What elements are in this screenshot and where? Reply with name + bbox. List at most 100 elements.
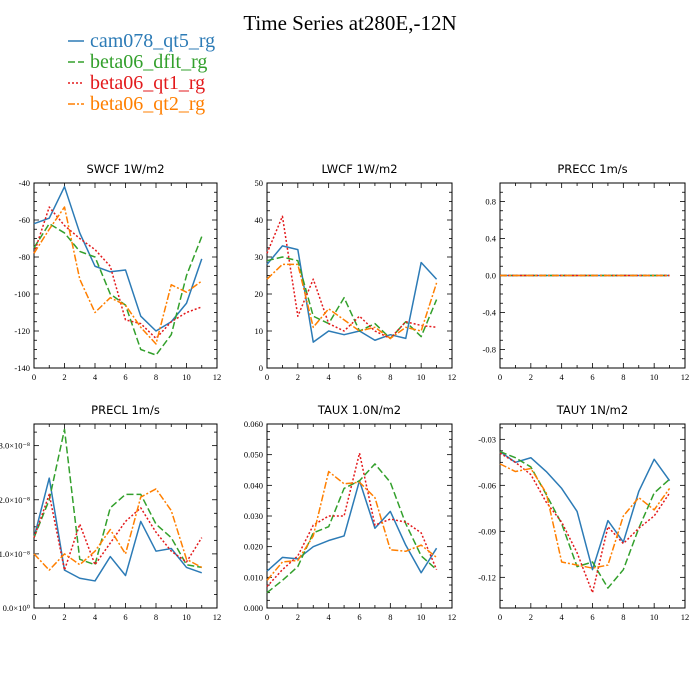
series-line	[266, 470, 438, 581]
y-tick-label: 20	[255, 289, 264, 299]
x-tick-label: 0	[498, 612, 502, 622]
series-line	[499, 450, 671, 589]
legend-label: beta06_qt2_rg	[90, 93, 205, 115]
y-tick-label: 10	[255, 326, 264, 336]
series-line	[33, 493, 203, 571]
y-tick-label: -40	[19, 178, 30, 188]
legend: cam078_qt5_rgbeta06_dflt_rgbeta06_qt1_rg…	[68, 30, 215, 115]
x-tick-label: 4	[327, 372, 332, 382]
legend-label: beta06_dflt_rg	[90, 51, 207, 73]
x-tick-label: 4	[93, 612, 98, 622]
y-tick-label: 50	[255, 178, 264, 188]
series-line	[499, 452, 671, 594]
figure-title: Time Series at280E,-12N	[243, 11, 456, 35]
x-tick-label: 8	[388, 612, 392, 622]
chart-panel: TAUY 1N/m2 0 2 4 6 8 10 12 -0.12 -0.09 -0.06 -0.03	[478, 403, 689, 622]
x-tick-label: 8	[154, 372, 158, 382]
series-line	[266, 245, 438, 343]
x-tick-label: 2	[529, 612, 533, 622]
panels: SWCF 1W/m2 0 2 4 6 8 10 12 -140 -120 -100 -80 -60 -40…	[0, 162, 689, 622]
x-tick-label: 8	[388, 372, 392, 382]
y-tick-label: -0.09	[478, 526, 496, 536]
chart-panel: PRECC 1m/s 0 2 4 6 8 10 12 -0.8 -0.4 0.0 0.4 0.8	[483, 162, 690, 382]
panel-title: TAUY 1N/m2	[556, 403, 628, 417]
x-tick-label: 12	[681, 372, 690, 382]
x-tick-label: 10	[417, 372, 426, 382]
series-line	[33, 222, 203, 356]
y-tick-label: -140	[14, 363, 30, 373]
x-tick-label: 0	[265, 612, 269, 622]
series-line	[266, 256, 438, 340]
y-tick-label: 0.060	[244, 419, 263, 429]
y-tick-label: 0.040	[244, 480, 263, 490]
y-tick-label: -0.4	[483, 308, 497, 318]
chart-panel: LWCF 1W/m2 0 2 4 6 8 10 12 0 10 20 30 40 50	[255, 162, 457, 382]
x-tick-label: 8	[154, 612, 158, 622]
y-tick-label: 40	[255, 215, 264, 225]
x-tick-label: 12	[213, 372, 222, 382]
series-line	[33, 488, 203, 571]
series-line	[33, 185, 203, 332]
series-line	[33, 477, 203, 582]
y-tick-label: -60	[19, 215, 30, 225]
series-line	[33, 428, 202, 569]
y-tick-label: 1.0×10⁻⁸	[0, 549, 30, 559]
x-tick-label: 10	[650, 612, 659, 622]
chart-panel: TAUX 1.0N/m2 0 2 4 6 8 10 12 0.000 0.010 0.020 0.03…	[244, 403, 456, 622]
x-tick-label: 4	[560, 612, 565, 622]
panel-title: PRECC 1m/s	[557, 162, 627, 176]
y-tick-label: 0.4	[485, 234, 496, 244]
x-tick-label: 6	[357, 372, 361, 382]
series-line	[266, 452, 438, 588]
y-tick-label: 0.020	[244, 542, 263, 552]
y-tick-label: -0.06	[478, 480, 496, 490]
x-tick-label: 6	[590, 612, 594, 622]
x-tick-label: 4	[560, 372, 565, 382]
panel-title: PRECL 1m/s	[91, 403, 160, 417]
y-tick-label: 0.8	[485, 197, 496, 207]
x-tick-label: 6	[123, 372, 127, 382]
plot-frame	[266, 182, 453, 369]
x-tick-label: 0	[498, 372, 502, 382]
series-line	[266, 215, 437, 340]
x-tick-label: 12	[448, 612, 457, 622]
series-line	[499, 463, 671, 569]
y-tick-label: 30	[255, 252, 264, 262]
y-tick-label: -0.8	[483, 345, 496, 355]
chart-panel: PRECL 1m/s 0 2 4 6 8 10 12 0.0×10⁰ 1.0×10⁻⁸ 2.0×10…	[0, 403, 221, 622]
x-tick-label: 12	[213, 612, 222, 622]
x-tick-label: 8	[621, 372, 625, 382]
x-tick-label: 12	[681, 612, 690, 622]
x-tick-label: 0	[265, 372, 269, 382]
x-tick-label: 6	[590, 372, 594, 382]
x-tick-label: 2	[296, 612, 300, 622]
series-line	[33, 206, 203, 340]
x-tick-label: 10	[182, 372, 191, 382]
plot-frame	[33, 182, 218, 369]
x-tick-label: 12	[448, 372, 457, 382]
x-tick-label: 8	[621, 612, 625, 622]
x-tick-label: 2	[529, 372, 533, 382]
y-tick-label: 3.0×10⁻⁸	[0, 441, 30, 451]
y-tick-label: 0.010	[244, 572, 263, 582]
panel-title: SWCF 1W/m2	[86, 162, 164, 176]
x-tick-label: 10	[182, 612, 191, 622]
plot-frame	[266, 423, 453, 609]
y-tick-label: 0.050	[244, 450, 263, 460]
x-tick-label: 10	[417, 612, 426, 622]
series-line	[33, 206, 203, 345]
y-tick-label: 0.030	[244, 511, 263, 521]
panel-title: LWCF 1W/m2	[321, 162, 397, 176]
series-line	[266, 463, 438, 594]
panel-title: TAUX 1.0N/m2	[317, 403, 401, 417]
y-tick-label: 0.0×10⁰	[3, 603, 31, 613]
legend-label: cam078_qt5_rg	[90, 30, 215, 52]
y-tick-label: 0.0	[485, 271, 496, 281]
series-line	[499, 450, 671, 571]
y-tick-label: -80	[19, 252, 30, 262]
y-tick-label: -120	[14, 326, 30, 336]
plot-frame	[33, 423, 218, 609]
x-tick-label: 6	[123, 612, 127, 622]
y-tick-label: -0.03	[478, 434, 496, 444]
